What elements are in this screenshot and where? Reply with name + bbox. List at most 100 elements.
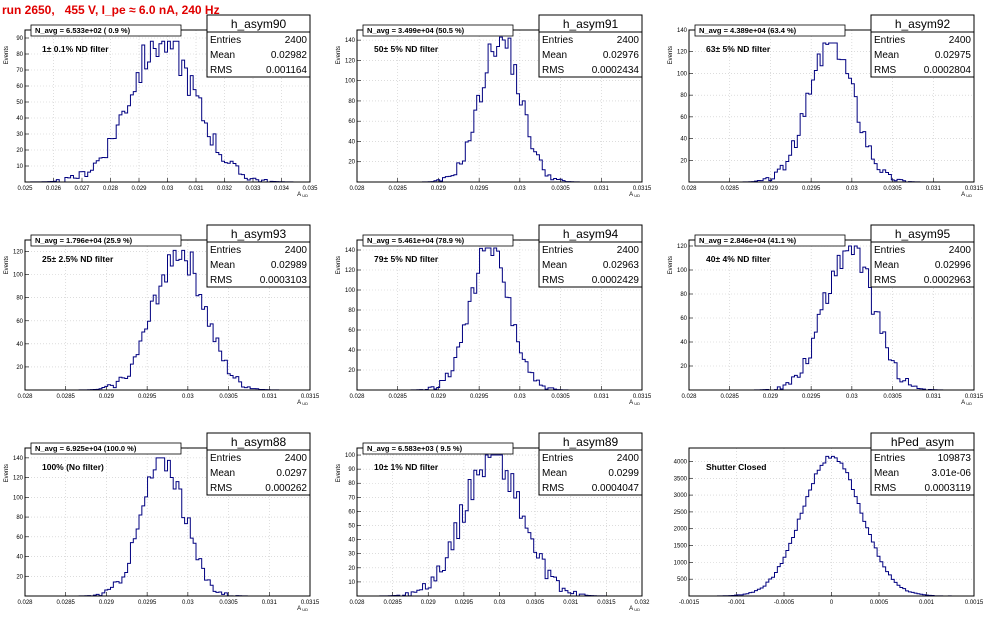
- x-tick-label: 0.0015: [965, 600, 984, 606]
- y-tick-label: 80: [680, 93, 687, 99]
- y-tick-label: 140: [13, 456, 24, 462]
- x-tick-label: 0.029: [431, 186, 447, 192]
- stats-title: h_asym88: [231, 435, 287, 449]
- stats-box: [538, 14, 643, 78]
- stats-title: h_asym91: [563, 17, 619, 31]
- x-tick-label: 0.0315: [965, 394, 984, 400]
- stats-box: [206, 432, 311, 496]
- x-tick-label: 0.0285: [389, 394, 408, 400]
- y-tick-label: 120: [677, 244, 688, 250]
- x-tick-label: 0.0285: [389, 186, 408, 192]
- stats-label: RMS: [210, 275, 233, 286]
- x-tick-label: 0.031: [262, 600, 278, 606]
- filter-label: 25± 2.5% ND filter: [42, 254, 114, 264]
- stats-label: Mean: [874, 50, 899, 61]
- y-tick-label: 40: [16, 116, 23, 122]
- y-tick-label: 4000: [674, 459, 688, 465]
- stats-label: Entries: [874, 245, 905, 256]
- y-tick-label: 20: [348, 160, 355, 166]
- stats-value: 2400: [949, 35, 972, 46]
- stats-title: h_asym95: [895, 227, 951, 241]
- x-tick-label: 0.0295: [455, 600, 474, 606]
- y-tick-label: 40: [16, 342, 23, 348]
- x-tick-label: -0.0015: [679, 600, 700, 606]
- x-tick-label: 0.0285: [721, 394, 740, 400]
- stats-title: h_asym90: [231, 17, 287, 31]
- plot-frame: [688, 447, 975, 597]
- y-tick-label: 40: [348, 348, 355, 354]
- x-tick-label: 0.0315: [597, 600, 616, 606]
- y-tick-label: 10: [16, 164, 23, 170]
- x-tick-label: 0.034: [274, 186, 290, 192]
- stats-value: 0.001164: [266, 65, 307, 76]
- y-tick-label: 120: [13, 476, 24, 482]
- stats-label: Entries: [542, 453, 573, 464]
- stats-value: 2400: [949, 245, 972, 256]
- histogram-panel-hPed_asym: -0.0015 -0.001 -0.0005 0 0.0005 0.001 0.0015 50…: [674, 432, 984, 606]
- y-tick-label: 80: [16, 515, 23, 521]
- y-tick-label: 500: [677, 577, 688, 583]
- x-axis-label: A UD: [297, 606, 308, 612]
- stats-label: RMS: [542, 275, 565, 286]
- y-tick-label: 90: [16, 36, 23, 42]
- stats-value: 2400: [285, 245, 308, 256]
- x-tick-label: 0.029: [763, 394, 779, 400]
- y-tick-label: 140: [345, 38, 356, 44]
- x-tick-label: 0.029: [99, 600, 115, 606]
- x-tick-label: 0.0295: [802, 186, 821, 192]
- x-tick-label: 0.027: [74, 186, 90, 192]
- x-tick-label: 0.001: [919, 600, 935, 606]
- stats-value: 0.0002434: [592, 65, 640, 76]
- y-axis-label: Events: [4, 256, 10, 274]
- navg-label: N_avg = 6.583e+03 ( 9.5 %): [367, 444, 463, 453]
- navg-box: [362, 442, 514, 455]
- stats-box: [206, 224, 311, 288]
- y-tick-label: 40: [680, 137, 687, 143]
- stats-label: RMS: [542, 65, 565, 76]
- x-tick-label: 0.0285: [57, 394, 76, 400]
- y-tick-label: 140: [677, 28, 688, 34]
- y-tick-label: 20: [348, 368, 355, 374]
- y-tick-label: 100: [677, 268, 688, 274]
- y-tick-label: 3500: [674, 476, 688, 482]
- stats-label: Entries: [874, 453, 905, 464]
- y-tick-label: 20: [680, 364, 687, 370]
- y-tick-label: 40: [348, 538, 355, 544]
- x-tick-label: 0.032: [217, 186, 233, 192]
- y-tick-label: 90: [348, 467, 355, 473]
- x-tick-label: 0.031: [563, 600, 579, 606]
- y-tick-label: 60: [348, 119, 355, 125]
- filter-label: 79± 5% ND filter: [374, 254, 439, 264]
- x-tick-label: 0.031: [594, 394, 610, 400]
- y-tick-label: 1000: [674, 560, 688, 566]
- y-tick-label: 1500: [674, 544, 688, 550]
- stats-label: RMS: [874, 483, 897, 494]
- stats-title: h_asym89: [563, 435, 619, 449]
- stats-value: 0.02996: [935, 260, 972, 271]
- stats-box: [870, 14, 975, 78]
- page-title: run 2650, 455 V, I_pe ≈ 6.0 nA, 240 Hz: [2, 3, 220, 17]
- y-tick-label: 40: [348, 139, 355, 145]
- stats-value: 2400: [285, 453, 308, 464]
- stats-label: Mean: [874, 468, 899, 479]
- stats-box: [538, 432, 643, 496]
- x-axis-label: A UD: [629, 606, 640, 612]
- stats-value: 0.0002804: [924, 65, 972, 76]
- navg-label: N_avg = 1.796e+04 (25.9 %): [35, 236, 133, 245]
- stats-value: 0.02963: [603, 260, 640, 271]
- histogram-panel-h_asym92: 0.028 0.0285 0.029 0.0295 0.03 0.0305 0.031 0.0…: [668, 14, 984, 198]
- histogram-panel-h_asym94: 0.028 0.0285 0.029 0.0295 0.03 0.0305 0.031 0.0…: [336, 224, 652, 406]
- histogram-panel-h_asym88: 0.028 0.0285 0.029 0.0295 0.03 0.0305 0.031 0.0…: [4, 432, 320, 612]
- stats-label: RMS: [210, 483, 233, 494]
- stats-label: Mean: [874, 260, 899, 271]
- x-tick-label: 0.03: [846, 186, 858, 192]
- stats-label: RMS: [874, 65, 897, 76]
- y-tick-label: 60: [680, 316, 687, 322]
- histogram-panel-h_asym90: 0.025 0.026 0.027 0.028 0.029 0.03 0.031 0.032 0…: [4, 14, 318, 198]
- stats-value: 0.02976: [603, 50, 640, 61]
- x-tick-label: 0.0305: [551, 394, 570, 400]
- y-tick-label: 120: [13, 250, 24, 256]
- y-axis-label: Events: [336, 46, 342, 64]
- x-tick-label: 0.03: [182, 394, 194, 400]
